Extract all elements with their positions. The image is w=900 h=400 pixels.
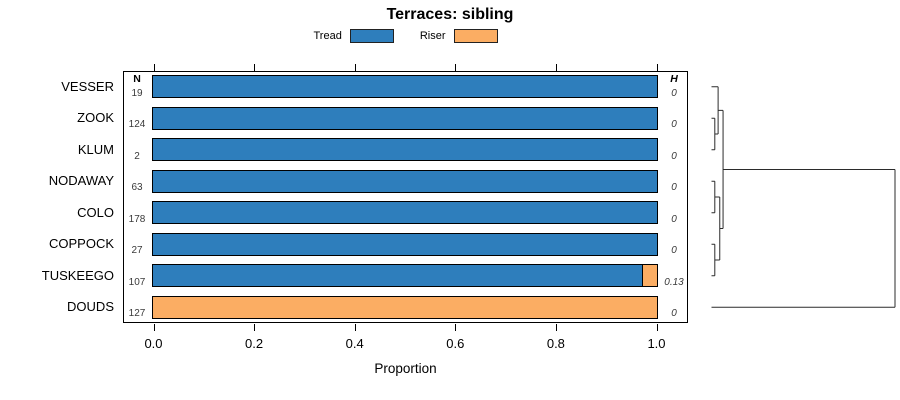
riser-swatch-icon [453,29,498,43]
bar-segment-tread [153,76,657,98]
bar-segment-tread [153,202,657,224]
x-tick-label-0.8: 0.8 [546,336,565,351]
chart-title: Terraces: sibling [386,6,514,23]
x-tick-label-0.0: 0.0 [144,336,163,351]
legend-label-riser: Riser [419,30,446,42]
h-value-tuskeego: 0.13 [664,276,684,288]
bar-segment-tread [153,265,642,287]
n-value-zook: 124 [128,119,146,131]
top-tick-0.8 [555,64,557,71]
bar-douds [152,295,658,319]
bar-segment-tread [153,170,657,192]
bottom-tick-0.2 [254,324,256,331]
bar-zook [152,106,658,130]
legend-item-tread: Tread [314,29,394,43]
h-value-nodaway: 0 [671,182,677,194]
n-column-header: N [133,73,141,85]
x-tick-label-0.2: 0.2 [245,336,264,351]
h-value-douds: 0 [671,308,677,320]
top-tick-1.0 [656,64,658,71]
row-label-zook: ZOOK [77,110,114,126]
bar-segment-tread [153,233,657,255]
bar-colo [152,201,658,225]
x-tick-label-0.4: 0.4 [345,336,364,351]
row-label-vesser: VESSER [61,78,114,94]
top-tick-0.4 [354,64,356,71]
x-axis-label: Proportion [374,361,437,376]
n-value-klum: 2 [134,150,140,162]
row-label-tuskeego: TUSKEEGO [41,267,114,283]
bar-segment-tread [153,107,657,129]
h-value-klum: 0 [671,150,677,162]
bar-tuskeego [152,264,658,288]
tread-swatch-icon [349,29,394,43]
bar-segment-riser [641,265,657,287]
top-tick-0.6 [455,64,457,71]
bottom-tick-0.8 [555,324,557,331]
row-label-nodaway: NODAWAY [48,173,114,189]
h-value-colo: 0 [671,213,677,225]
bar-segment-tread [153,139,657,161]
bar-klum [152,138,658,162]
h-value-zook: 0 [671,119,677,131]
n-value-colo: 178 [128,213,146,225]
row-label-colo: COLO [77,204,114,220]
bar-nodaway [152,169,658,193]
bar-coppock [152,232,658,256]
legend-item-riser: Riser [420,29,498,43]
n-value-coppock: 27 [131,245,143,257]
n-value-tuskeego: 107 [128,276,146,288]
bottom-tick-0.4 [354,324,356,331]
row-label-klum: KLUM [77,141,114,157]
row-label-coppock: COPPOCK [48,236,114,252]
row-label-douds: DOUDS [67,299,114,315]
plot-box [123,71,688,323]
bottom-tick-1.0 [656,324,658,331]
legend-label-tread: Tread [313,30,342,42]
top-tick-0.2 [254,64,256,71]
n-value-vesser: 19 [131,87,143,99]
bottom-tick-0.6 [455,324,457,331]
bar-vesser [152,75,658,99]
n-value-douds: 127 [128,308,146,320]
h-value-coppock: 0 [671,245,677,257]
bar-segment-riser [153,296,657,318]
x-tick-label-1.0: 1.0 [647,336,666,351]
bottom-tick-0.0 [153,324,155,331]
top-tick-0.0 [153,64,155,71]
h-column-header: H [670,73,678,85]
n-value-nodaway: 63 [131,182,143,194]
h-value-vesser: 0 [671,87,677,99]
x-tick-label-0.6: 0.6 [446,336,465,351]
legend: Tread Riser [123,28,688,44]
